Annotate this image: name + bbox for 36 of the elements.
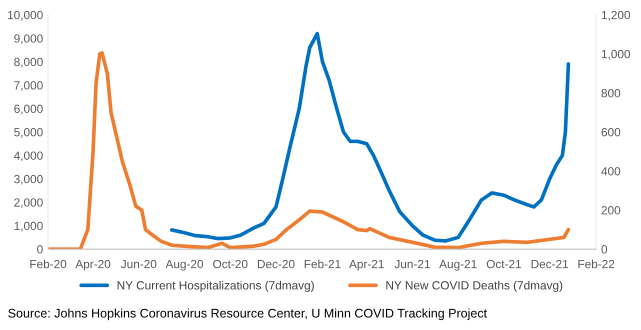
x-tick-label: Feb-21 [304,260,341,268]
source-note: Source: Johns Hopkins Coronavirus Resource Center, U Minn COVID Tracking Project [8,308,487,320]
y-tick-label: 5,000 [14,128,43,138]
y-tick-label: 0 [37,245,43,254]
x-tick-label: Feb-22 [578,260,614,268]
y-tick-label: 1,000 [14,222,43,232]
y-tick-label: 10,000 [8,10,43,21]
x-tick-label: Aug-20 [166,260,204,271]
y2-tick-label: 0 [601,245,608,254]
x-tick-label: Jun-20 [120,260,156,268]
y-tick-label: 4,000 [14,151,43,162]
x-tick-label: Oct-20 [213,260,248,268]
y2-tick-label: 600 [602,128,620,136]
x-tick-label: Aug-21 [439,260,477,271]
y-tick-label: 7,000 [14,81,43,91]
x-tick-label: Feb-20 [30,260,66,268]
y-tick-label: 3,000 [14,174,43,185]
y2-tick-label: 400 [601,167,620,176]
x-tick-label: Apr-21 [349,260,384,271]
x-tick-label: Apr-20 [75,260,110,271]
y-tick-label: 9,000 [14,34,43,44]
y2-tick-label: 800 [602,88,620,98]
x-tick-label: Dec-21 [532,260,568,268]
legend-label: NY Current Hospitalizations (7dmavg) [118,280,314,292]
y-tick-label: 8,000 [14,58,43,68]
y-tick-label: 2,000 [14,198,43,208]
y2-tick-label: 200 [602,206,620,214]
y2-tick-label: 1,000 [602,50,630,60]
x-tick-label: Jun-21 [394,260,430,268]
y-tick-label: 6,000 [14,104,43,114]
line-series [170,32,570,243]
x-tick-label: Oct-21 [486,260,522,268]
line-series [48,51,570,250]
legend-label: NY New COVID Deaths (7dmavg) [386,280,562,292]
y2-tick-label: 1,200 [602,10,630,21]
x-tick-label: Dec-20 [258,260,295,268]
